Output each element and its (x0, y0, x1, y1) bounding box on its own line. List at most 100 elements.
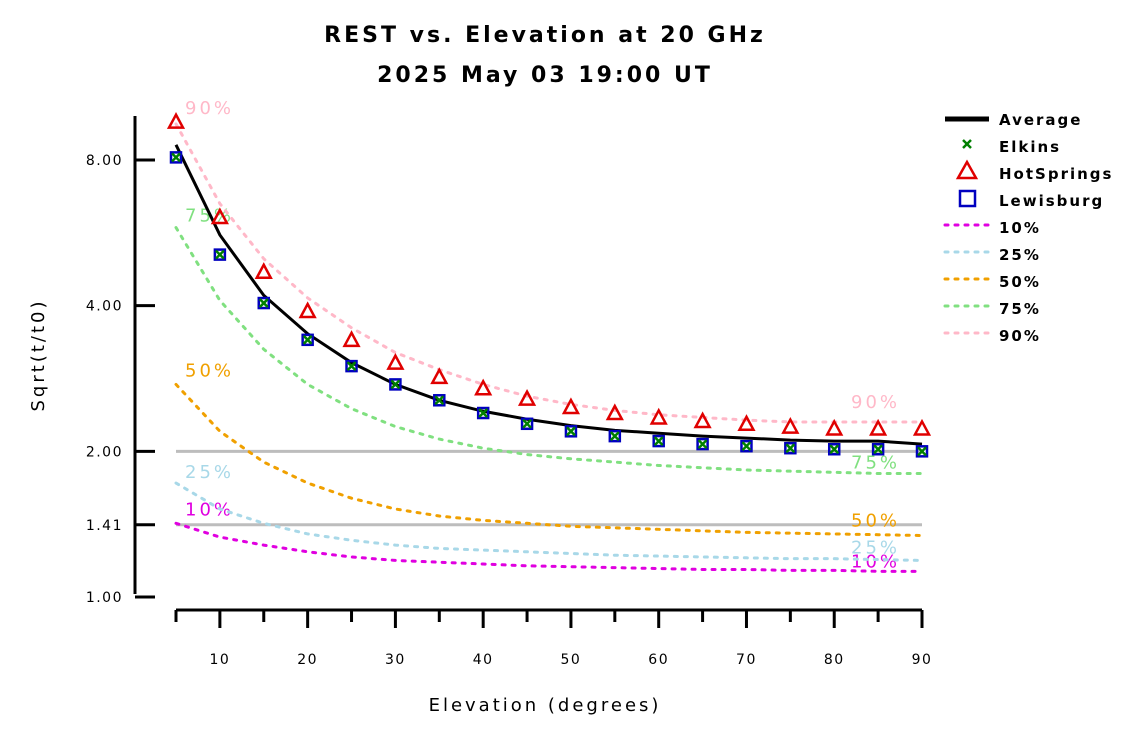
marker-elkins (302, 334, 313, 345)
marker-hotsprings (517, 388, 537, 406)
marker-elkins-stroke (171, 152, 181, 163)
marker-elkins-stroke (829, 444, 840, 455)
marker-lewisburg (696, 437, 709, 451)
marker-hotsprings (342, 330, 361, 348)
marker-lewisburg (871, 442, 885, 456)
marker-hotsprings (825, 418, 844, 436)
marker-lewisburg (257, 296, 271, 310)
series-line-90% (174, 122, 924, 424)
marker-elkins-stroke (785, 443, 796, 454)
marker-hotsprings (254, 262, 273, 280)
marker-hotsprings (386, 353, 405, 370)
legend-label: Elkins (999, 138, 1061, 156)
series-label-end: 10% (851, 551, 900, 572)
marker-elkins-stroke (214, 249, 225, 260)
marker-elkins (390, 379, 401, 390)
marker-hotsprings (474, 378, 493, 396)
marker-elkins-stroke (566, 426, 576, 437)
legend-label: 25% (999, 246, 1041, 264)
marker-lewisburg (169, 151, 183, 164)
series-line-75% (174, 226, 924, 475)
marker-lewisburg (652, 434, 665, 448)
marker-elkins (741, 441, 752, 452)
legend-swatch-marker-stroke (962, 139, 972, 149)
marker-elkins-stroke (697, 439, 708, 449)
x-tick-label: 80 (824, 652, 845, 668)
x-tick-label: 10 (209, 652, 230, 668)
marker-elkins (346, 361, 357, 372)
legend: Average Elkins HotSprings Lewisburg 10% 25% 50… (943, 111, 1111, 345)
x-tick-label: 30 (385, 652, 406, 668)
marker-hotsprings (605, 403, 624, 421)
marker-lewisburg (433, 394, 446, 407)
chart-subtitle: 2025 May 03 19:00 UT (377, 63, 713, 88)
marker-hotsprings (430, 367, 449, 385)
marker-lewisburg (784, 441, 797, 455)
series-label-start: 50% (185, 360, 234, 381)
series-line-25% (174, 481, 924, 562)
series-line-average (174, 144, 923, 446)
marker-lewisburg (827, 442, 841, 456)
marker-lewisburg (389, 378, 402, 391)
marker-elkins (171, 152, 181, 163)
marker-elkins (258, 298, 269, 308)
marker-lewisburg (608, 429, 622, 443)
marker-elkins-stroke (258, 298, 269, 308)
marker-hotsprings (649, 407, 668, 425)
marker-lewisburg (740, 439, 753, 453)
y-tick-label: 8.00 (86, 153, 123, 169)
marker-elkins-stroke (346, 361, 357, 372)
legend-label: 10% (999, 219, 1041, 237)
marker-lewisburg (476, 406, 490, 420)
marker-hotsprings (737, 414, 756, 432)
marker-elkins-stroke (653, 436, 664, 446)
x-axis-label: Elevation (degrees) (429, 695, 662, 716)
x-tick-label: 70 (736, 652, 757, 668)
legend-label: Lewisburg (999, 192, 1104, 210)
marker-hotsprings (298, 301, 317, 319)
marker-elkins (697, 439, 708, 449)
legend-swatch-marker (955, 159, 979, 180)
series-label-start: 10% (185, 499, 234, 520)
marker-elkins (785, 443, 796, 454)
x-tick-label: 40 (473, 652, 494, 668)
x-tick-label: 60 (648, 652, 669, 668)
marker-elkins-stroke (390, 379, 401, 390)
marker-lewisburg (345, 359, 358, 373)
marker-hotsprings (912, 418, 932, 436)
marker-elkins (917, 446, 927, 457)
marker-elkins-stroke (917, 446, 927, 457)
y-axis-label: Sqrt(t/t0) (28, 299, 49, 412)
marker-elkins (829, 444, 840, 455)
marker-lewisburg (915, 445, 929, 458)
x-tick-label: 20 (297, 652, 318, 668)
legend-label: 90% (999, 327, 1041, 345)
marker-elkins (214, 249, 225, 260)
legend-swatch-marker (958, 189, 977, 208)
series-label-start: 25% (185, 462, 234, 483)
marker-elkins (522, 418, 532, 429)
series-label-end: 75% (851, 452, 900, 473)
marker-elkins-stroke (741, 441, 752, 452)
x-tick-label: 50 (561, 652, 582, 668)
marker-elkins-stroke (873, 444, 884, 455)
marker-elkins (478, 408, 489, 418)
y-tick-label: 2.00 (86, 444, 123, 460)
series-label-end: 50% (851, 510, 900, 531)
marker-elkins-stroke (478, 408, 489, 418)
y-tick-label: 1.00 (86, 590, 123, 606)
marker-hotsprings (869, 418, 888, 436)
marker-elkins (434, 395, 445, 406)
legend-label: 75% (999, 300, 1041, 318)
y-tick-label: 1.41 (86, 518, 123, 534)
marker-lewisburg (520, 417, 534, 431)
marker-hotsprings (781, 416, 800, 434)
marker-elkins-stroke (434, 395, 445, 406)
marker-elkins (653, 436, 664, 446)
marker-hotsprings (693, 411, 712, 429)
marker-elkins (873, 444, 884, 455)
legend-swatch-marker (962, 139, 972, 149)
marker-lewisburg (301, 333, 314, 347)
marker-hotsprings (210, 207, 229, 225)
series-label-end: 90% (851, 392, 900, 413)
